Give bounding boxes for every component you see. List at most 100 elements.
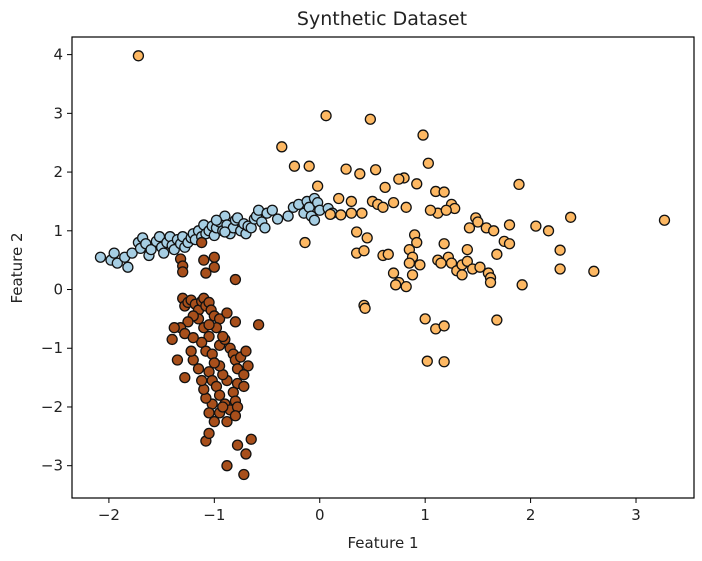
x-tick-label: 2 — [526, 506, 536, 524]
scatter-point-s1-29 — [438, 186, 450, 198]
scatter-point-s1-71 — [484, 276, 497, 289]
scatter-point-s2-61 — [203, 407, 215, 419]
scatter-point-s2-73 — [166, 333, 178, 346]
scatter-point-s2-4 — [200, 267, 212, 279]
scatter-point-s1-4 — [276, 141, 288, 153]
scatter-point-s2-82 — [221, 460, 233, 472]
scatter-point-s1-2 — [364, 113, 377, 125]
x-tick-label: 0 — [315, 506, 325, 524]
y-tick-label: 3 — [53, 104, 63, 122]
scatter-point-s1-46 — [554, 244, 566, 256]
scatter-point-s1-43 — [530, 220, 542, 232]
scatter-point-s2-63 — [217, 401, 229, 413]
x-tick-label: 1 — [420, 506, 430, 524]
scatter-point-s2-5 — [196, 236, 208, 249]
scatter-point-s1-56 — [411, 236, 423, 249]
scatter-point-s0-57 — [271, 213, 284, 225]
scatter-point-s2-81 — [203, 427, 215, 440]
scatter-point-s1-13 — [411, 178, 423, 190]
scatter-point-s0-56 — [266, 204, 278, 216]
scatter-point-s2-30 — [196, 336, 208, 349]
scatter-point-s2-41 — [242, 360, 254, 372]
scatter-point-s2-86 — [217, 330, 229, 343]
scatter-point-s1-23 — [377, 201, 389, 213]
scatter-point-s0-12 — [145, 243, 157, 256]
scatter-point-s1-16 — [311, 180, 324, 192]
scatter-point-s1-27 — [324, 208, 336, 221]
scatter-point-s1-42 — [503, 238, 516, 250]
scatter-point-s2-74 — [187, 332, 199, 344]
scatter-point-s1-83 — [389, 279, 402, 291]
scatter-point-s0-0 — [94, 251, 107, 263]
scatter-point-s2-85 — [221, 307, 233, 319]
scatter-point-s1-15 — [513, 178, 525, 191]
x-tick-label: 3 — [631, 506, 641, 524]
scatter-point-s2-6 — [208, 251, 220, 263]
scatter-point-s1-92 — [299, 236, 311, 249]
scatter-point-s1-74 — [554, 263, 566, 275]
scatter-point-s1-12 — [393, 173, 405, 185]
scatter-point-s2-22 — [182, 316, 194, 328]
scatter-point-s1-22 — [400, 201, 412, 213]
scatter-point-s2-72 — [168, 322, 180, 334]
scatter-point-s2-52 — [213, 389, 226, 401]
scatter-point-s2-62 — [208, 416, 220, 428]
y-tick-label: −2 — [41, 398, 63, 416]
scatter-point-s1-10 — [422, 157, 434, 169]
scatter-point-s1-34 — [440, 204, 452, 216]
scatter-point-s1-90 — [421, 355, 433, 367]
x-tick-label: −2 — [98, 506, 120, 524]
scatter-point-s2-87 — [203, 319, 215, 331]
scatter-point-s2-8 — [229, 273, 242, 286]
scatter-point-s1-26 — [335, 209, 347, 221]
scatter-point-s1-14 — [379, 181, 391, 193]
scatter-point-s2-75 — [229, 316, 242, 328]
scatter-point-s2-40 — [240, 345, 252, 357]
scatter-point-s1-58 — [414, 259, 426, 271]
scatter-point-s1-53 — [358, 245, 370, 257]
scatter-point-s2-7 — [208, 261, 220, 273]
scatter-point-s1-45 — [565, 211, 577, 223]
points-layer — [94, 50, 671, 481]
scatter-point-s1-31 — [424, 204, 437, 216]
y-tick-label: 4 — [53, 46, 63, 64]
scatter-point-s1-25 — [345, 207, 358, 219]
scatter-point-s1-21 — [387, 196, 400, 209]
scatter-point-s1-37 — [463, 222, 476, 234]
scatter-point-s1-0 — [132, 50, 145, 62]
x-axis-ticks: −2 −1 0 1 2 3 — [98, 498, 641, 524]
scatter-point-s1-75 — [588, 265, 600, 277]
scatter-point-s1-76 — [456, 269, 468, 281]
plot-frame — [71, 36, 695, 499]
scatter-point-s1-1 — [320, 110, 332, 122]
scatter-point-s2-71 — [179, 371, 191, 384]
scatter-point-s1-47 — [658, 214, 671, 226]
scatter-point-s1-51 — [382, 248, 394, 260]
x-axis-label: Feature 1 — [348, 534, 419, 552]
scatter-point-s2-69 — [185, 345, 197, 357]
scatter-point-s1-48 — [350, 226, 363, 238]
scatter-point-s1-18 — [345, 195, 358, 208]
scatter-point-s1-36 — [472, 216, 484, 228]
y-axis-label: Feature 2 — [8, 233, 26, 304]
scatter-point-s2-58 — [221, 416, 233, 428]
scatter-point-s1-84 — [419, 313, 431, 325]
scatter-point-s1-72 — [491, 248, 503, 260]
y-axis-ticks: −3 −2 −1 0 1 2 3 4 — [41, 46, 72, 475]
scatter-point-s1-81 — [400, 280, 412, 293]
scatter-point-s0-3 — [111, 257, 123, 269]
x-tick-label: −1 — [203, 506, 225, 524]
scatter-point-s1-86 — [438, 320, 450, 332]
scatter-point-s2-48 — [208, 357, 220, 369]
scatter-point-s1-7 — [340, 163, 352, 175]
chart-title: Synthetic Dataset — [297, 8, 467, 30]
scatter-point-s1-8 — [354, 168, 366, 180]
scatter-point-s2-57 — [229, 410, 242, 422]
scatter-point-s1-44 — [542, 225, 555, 237]
scatter-point-s0-5 — [122, 261, 134, 273]
y-tick-label: 2 — [53, 163, 63, 181]
scatter-point-s2-67 — [192, 363, 205, 375]
scatter-point-s0-71 — [219, 226, 231, 238]
scatter-point-s1-73 — [516, 279, 528, 291]
scatter-point-s2-70 — [171, 354, 184, 366]
